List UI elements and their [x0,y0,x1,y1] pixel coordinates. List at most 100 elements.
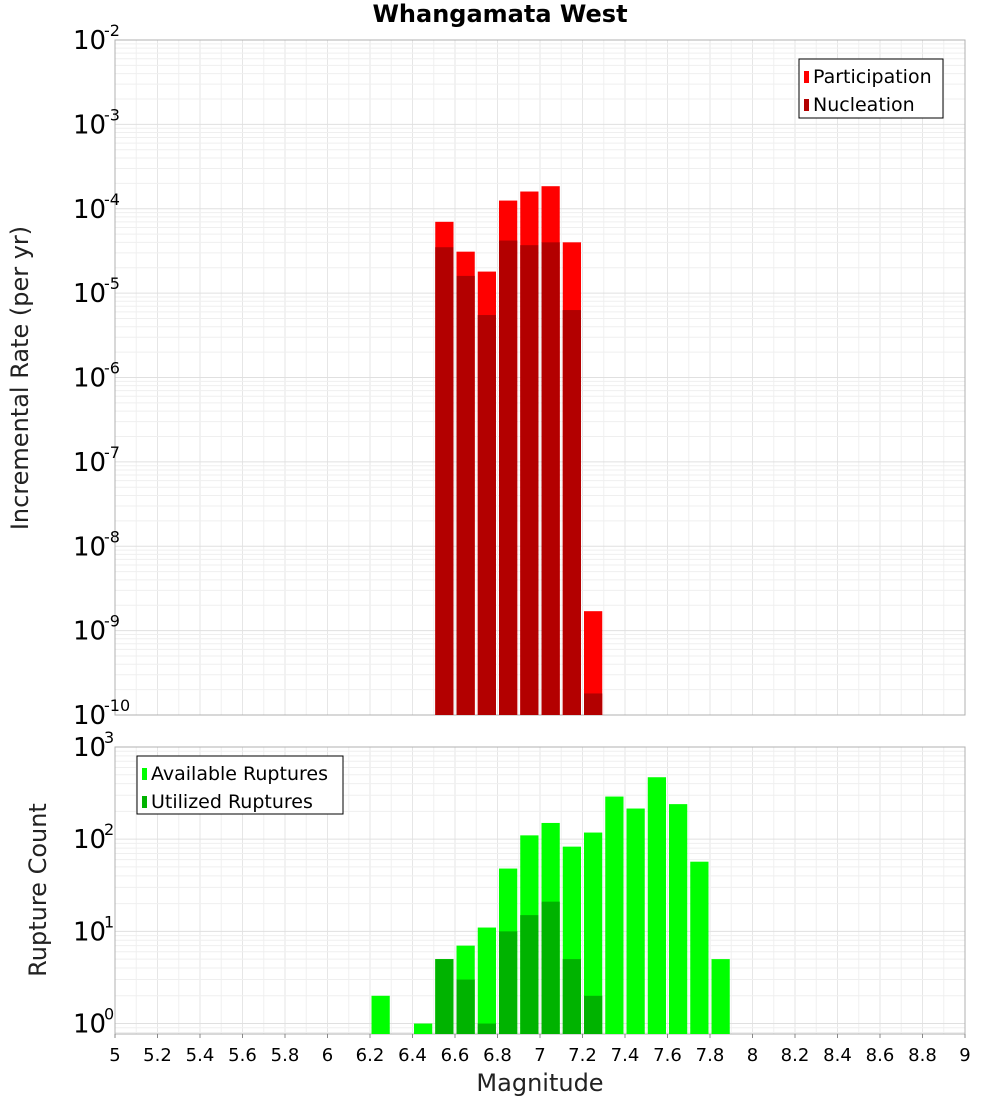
bottom-bar-utilized-ruptures [499,931,518,1034]
top-bar-nucleation [541,242,560,716]
x-tick-label: 8.4 [823,1045,852,1066]
bottom-bar-available-ruptures [584,832,603,1034]
top-legend-box [798,58,944,119]
x-tick-label: 8.8 [908,1045,937,1066]
x-ticks: 5 5.2 5.4 5.6 5.8 6 6.2 6.4 6.6 6.8 7 7.2 7.4 7.6 7.8 8… [109,1034,971,1066]
x-tick-label: 7.4 [611,1045,640,1066]
x-tick-label: 7 [534,1045,545,1066]
bottom-y-tick-exponent: 0 [104,1005,114,1024]
bottom-y-tick-label: 10 [73,733,106,763]
x-tick-label: 5 [109,1045,120,1066]
x-tick-label: 8 [747,1045,758,1066]
top-bar-nucleation [435,247,454,716]
bottom-bar-available-ruptures [690,861,709,1034]
bottom-bar-utilized-ruptures [562,959,581,1034]
x-tick-label: 5.6 [228,1045,257,1066]
bottom-bar-available-ruptures [371,995,390,1034]
bottom-bar-available-ruptures [711,959,730,1034]
x-tick-label: 8.2 [781,1045,810,1066]
x-axis-label: Magnitude [476,1069,603,1097]
top-y-tick-label: 10 [73,448,106,478]
bottom-y-tick-exponent: 3 [104,728,114,747]
top-y-tick-label: 10 [73,617,106,647]
top-y-tick-label: 10 [73,110,106,140]
chart-title: Whangamata West [372,0,627,28]
x-tick-label: 9 [959,1045,970,1066]
bottom-bar-available-ruptures [477,927,496,1034]
x-tick-label: 6.4 [398,1045,427,1066]
top-y-tick-exponent: -9 [104,612,120,631]
top-y-tick-label: 10 [73,701,106,731]
x-tick-label: 6.8 [483,1045,512,1066]
top-y-tick-exponent: -3 [104,105,120,124]
x-tick-label: 7.6 [653,1045,682,1066]
top-plot-frame [114,39,966,716]
top-legend: Participation Nucleation [798,58,944,119]
bottom-bar-utilized-ruptures [541,901,560,1034]
top-bar-nucleation [584,693,603,715]
top-y-tick-label: 10 [73,26,106,56]
bottom-bar-available-ruptures [605,796,624,1034]
x-tick-label: 5.8 [271,1045,300,1066]
bottom-bar-available-ruptures [647,777,666,1034]
top-y-ticks: 10-210-310-410-510-610-710-810-910-10 [73,21,130,731]
top-y-tick-exponent: -6 [104,359,120,378]
bottom-y-tick-exponent: 2 [104,820,114,839]
x-tick-label: 6.2 [356,1045,385,1066]
bottom-y-tick-label: 10 [73,825,106,855]
top-bar-nucleation [456,275,475,715]
bottom-y-tick-label: 10 [73,1010,106,1040]
top-legend-label: Nucleation [813,94,915,116]
top-panel-rate-chart: 10-210-310-410-510-610-710-810-910-10Par… [73,21,966,731]
top-legend-swatch [804,71,809,83]
top-y-tick-label: 10 [73,532,106,562]
top-legend-label: Participation [813,66,932,88]
bottom-bar-available-ruptures [626,808,645,1034]
bottom-bar-utilized-ruptures [584,995,603,1034]
bottom-bar-available-ruptures [414,1023,433,1034]
x-tick-label: 6.6 [441,1045,470,1066]
bottom-y-tick-exponent: 1 [104,912,114,931]
top-grid [114,39,966,716]
top-y-tick-exponent: -4 [104,190,120,209]
bottom-bar-utilized-ruptures [435,959,454,1034]
top-y-tick-label: 10 [73,364,106,394]
top-y-tick-exponent: -7 [104,443,120,462]
top-y-tick-exponent: -10 [104,696,130,715]
bottom-series-utilized-ruptures [435,901,603,1034]
bottom-legend: Available Ruptures Utilized Ruptures [136,755,344,815]
bottom-legend-box [136,755,344,815]
x-tick-label: 7.8 [696,1045,725,1066]
bottom-bar-utilized-ruptures [520,915,539,1034]
top-bar-nucleation [520,245,539,715]
top-legend-swatch [804,99,809,111]
top-bar-participation [584,611,603,715]
bottom-y-axis-label: Rupture Count [24,803,52,977]
bottom-y-tick-label: 10 [73,917,106,947]
bottom-legend-swatch [142,796,147,808]
x-tick-label: 5.4 [186,1045,215,1066]
x-tick-label: 7.2 [568,1045,597,1066]
bottom-bar-utilized-ruptures [456,979,475,1034]
top-bar-nucleation [499,240,518,716]
top-y-tick-label: 10 [73,279,106,309]
top-y-axis-label: Incremental Rate (per yr) [6,226,34,530]
top-y-tick-exponent: -5 [104,274,120,293]
bottom-legend-label: Available Ruptures [151,763,328,785]
bottom-legend-label: Utilized Ruptures [151,791,313,813]
top-y-tick-exponent: -2 [104,21,120,40]
x-tick-label: 5.2 [143,1045,172,1066]
top-y-tick-label: 10 [73,195,106,225]
top-bar-nucleation [477,315,496,715]
bottom-bar-utilized-ruptures [477,1023,496,1034]
bottom-legend-swatch [142,768,147,780]
top-series-nucleation [435,240,603,716]
x-tick-label: 6 [322,1045,333,1066]
top-bar-nucleation [562,310,581,715]
top-y-tick-exponent: -8 [104,527,120,546]
x-tick-label: 8.6 [866,1045,895,1066]
bottom-bar-available-ruptures [669,804,688,1034]
